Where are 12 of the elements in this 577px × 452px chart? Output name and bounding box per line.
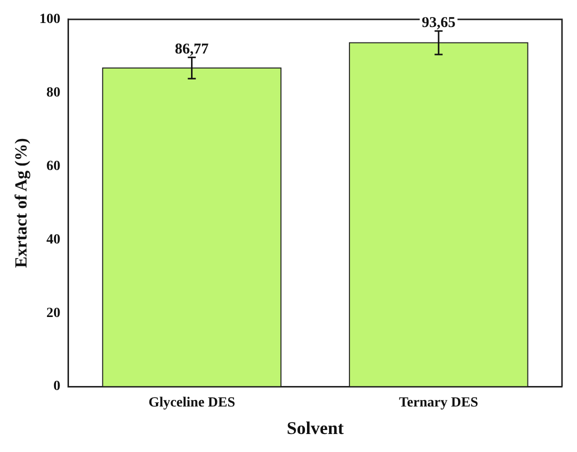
data-label: 86,77 bbox=[174, 41, 210, 58]
y-tick-label: 40 bbox=[46, 232, 60, 248]
x-tick-label: Ternary DES bbox=[398, 396, 478, 411]
y-tick-label: 100 bbox=[39, 12, 60, 28]
y-tick-label: 60 bbox=[46, 158, 60, 174]
x-tick-label: Glyceline DES bbox=[148, 396, 236, 411]
y-tick-label: 0 bbox=[53, 379, 60, 394]
x-axis-title: Solvent bbox=[286, 418, 344, 438]
data-label: 93,65 bbox=[422, 14, 456, 31]
y-tick-label: 80 bbox=[46, 85, 60, 100]
y-axis-title: Exrtact of Ag (%) bbox=[12, 138, 31, 268]
y-tick-label: 20 bbox=[46, 306, 60, 321]
